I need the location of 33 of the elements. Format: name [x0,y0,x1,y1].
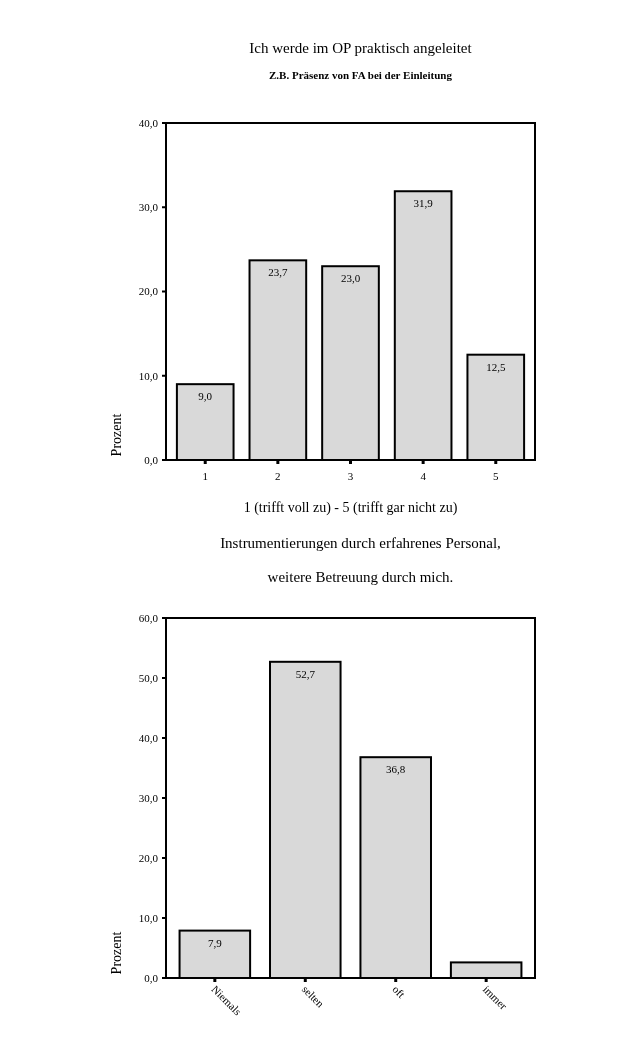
x-tick-label: oft [390,982,408,1001]
x-tick-label: 3 [347,470,354,482]
y-tick-label: 10,0 [138,911,159,924]
chart-title: Instrumentierungen durch erfahrenes Personal, [220,535,501,551]
y-tick-label: 30,0 [138,791,159,804]
chart-subtitle: Z.B. Präsenz von FA bei der Einleitung [269,69,453,81]
y-axis-title: Prozent [109,931,124,975]
chart-subtitle: weitere Betreuung durch mich. [267,569,454,585]
x-tick-label: 2 [275,470,281,482]
y-tick-label: 40,0 [138,731,159,744]
y-tick-label: 30,0 [138,201,159,214]
y-axis-title: Prozent [109,413,124,457]
x-tick-label: 1 [202,470,208,482]
data-label: 23,7 [268,266,288,279]
x-tick-label: 5 [493,470,500,482]
y-tick-label: 20,0 [138,851,159,864]
chart-title: Ich werde im OP praktisch angeleitet [249,40,473,56]
y-tick-label: 50,0 [138,671,159,684]
y-tick-label: 0,0 [144,453,159,466]
y-tick-label: 0,0 [144,971,159,984]
data-label: 9,0 [198,390,213,403]
y-tick-label: 60,0 [138,611,159,624]
data-label: 12,5 [486,360,506,373]
data-label: 52,7 [295,667,316,680]
y-tick-label: 10,0 [138,369,159,382]
y-tick-label: 20,0 [138,285,159,298]
data-label: 31,9 [413,197,434,210]
data-label: 23,0 [340,272,361,285]
x-tick-label: 4 [420,470,427,482]
data-label: 36,8 [386,763,406,776]
data-label: 7,9 [207,936,223,949]
x-axis-title: 1 (trifft voll zu) - 5 (trifft gar nicht zu) [243,500,458,516]
y-tick-label: 40,0 [138,116,159,129]
